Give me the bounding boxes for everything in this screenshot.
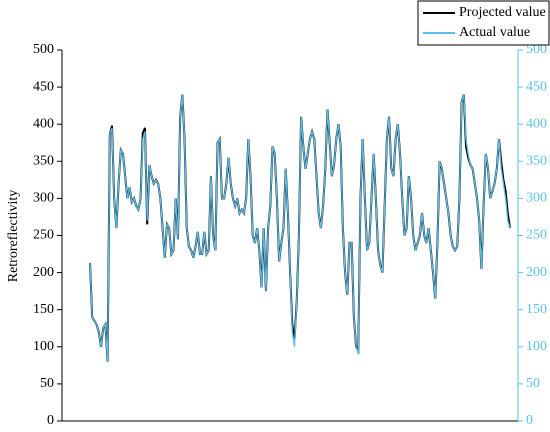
y2-tick-label: 200 <box>526 265 547 280</box>
y-tick-label: 350 <box>33 154 54 169</box>
y-tick-label: 400 <box>33 116 54 131</box>
y-tick-label: 300 <box>33 191 54 206</box>
series-line <box>89 94 511 362</box>
y-tick-label: 200 <box>33 265 54 280</box>
y-tick-label: 150 <box>33 302 54 317</box>
y2-tick-label: 300 <box>526 191 547 206</box>
y2-tick-label: 250 <box>526 228 547 243</box>
y2-tick-label: 0 <box>526 413 533 428</box>
legend-box <box>417 0 550 46</box>
y2-tick-label: 350 <box>526 154 547 169</box>
series-line <box>89 94 511 362</box>
y2-tick-label: 50 <box>526 376 540 391</box>
y-tick-label: 450 <box>33 79 54 94</box>
y-axis-label: Retroreflectivity <box>6 190 21 283</box>
y2-tick-label: 500 <box>526 42 547 57</box>
y-tick-label: 250 <box>33 228 54 243</box>
y2-tick-label: 150 <box>526 302 547 317</box>
y2-tick-label: 450 <box>526 79 547 94</box>
y2-tick-label: 100 <box>526 339 547 354</box>
y-tick-label: 50 <box>40 376 54 391</box>
legend-label: Projected value <box>459 5 546 20</box>
legend-label: Actual value <box>459 25 530 40</box>
y-tick-label: 500 <box>33 42 54 57</box>
y-tick-label: 0 <box>47 413 54 428</box>
y-tick-label: 100 <box>33 339 54 354</box>
y2-tick-label: 400 <box>526 116 547 131</box>
